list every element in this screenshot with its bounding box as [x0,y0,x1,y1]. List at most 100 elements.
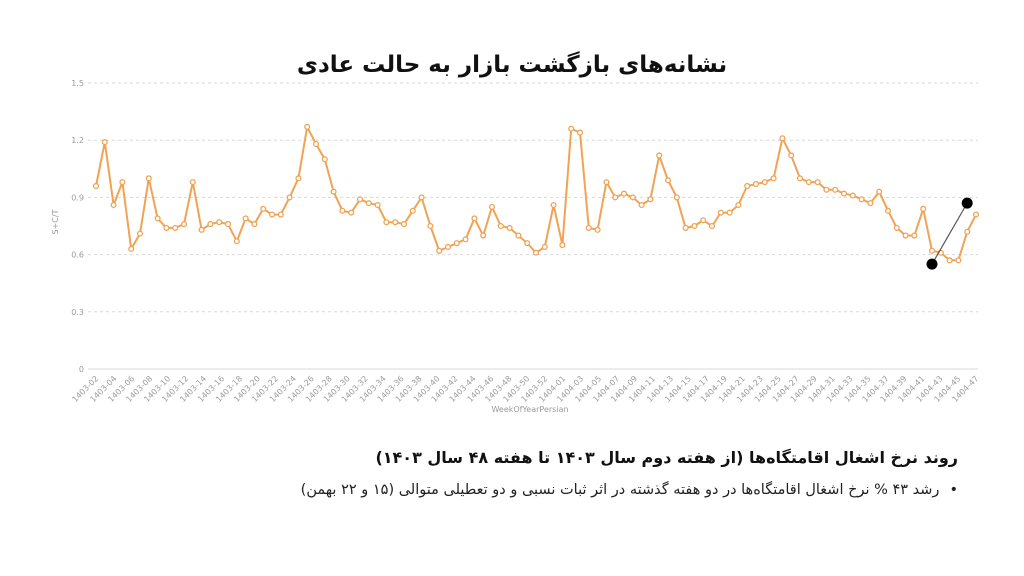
data-point [796,175,804,182]
data-point [418,194,425,201]
data-point [277,211,284,218]
data-point [638,201,645,209]
data-point [216,219,223,226]
data-point [946,257,953,264]
data-point [955,257,962,264]
annotation-start-marker [926,258,938,270]
data-point [902,232,909,239]
data-point [198,226,205,233]
data-point [735,201,742,209]
data-point [911,232,918,239]
data-point [453,240,460,247]
data-point [321,156,328,163]
x-axis-ticks: 1403-021403-041403-061403-081403-101403-… [70,374,980,404]
y-tick-label: 0.6 [71,251,84,260]
data-point [779,135,786,142]
data-point [576,129,584,136]
data-point [664,177,672,184]
data-point [180,221,188,228]
data-point [189,179,196,186]
data-point [629,194,636,201]
data-point [568,125,575,132]
data-point [612,194,619,201]
y-tick-label: 0.3 [71,308,84,317]
data-point [585,224,592,231]
data-point [620,190,628,197]
annotation-end-marker [961,197,973,209]
data-point [392,219,399,226]
data-point [136,230,144,237]
caption-heading: روند نرخ اشغال اقامتگاه‌ها (از هفته دوم … [375,448,958,467]
data-point [972,211,980,218]
data-point [383,219,390,226]
data-point [471,215,478,222]
data-point [532,249,540,256]
data-point [700,217,707,224]
data-point [744,182,751,190]
data-point [691,222,698,230]
data-point [550,201,557,209]
data-point [920,205,927,212]
data-point [708,222,716,230]
line-chart: 0 0.3 0.6 0.9 1.2 1.5 1403-021403-041403-0614… [51,79,980,414]
annotation-line [931,202,968,265]
data-point [224,221,232,228]
y-tick-label: 1.2 [71,136,84,145]
data-point [330,188,337,195]
data-point [497,222,504,230]
data-point [840,190,848,197]
data-point [145,175,152,182]
data-point [752,181,760,188]
data-point [893,224,900,231]
data-point [101,139,108,146]
data-point [867,200,874,207]
data-point [339,207,346,214]
trend-annotation [926,197,973,270]
data-point [356,196,364,203]
y-axis-label: S+C/T [51,209,60,234]
data-point [726,209,733,216]
data-point [717,209,724,216]
data-point [480,232,487,239]
data-point [559,242,566,249]
grid-lines [88,82,978,370]
data-point [594,226,601,233]
data-point [409,207,416,214]
data-point [541,243,548,251]
data-point [462,236,469,243]
y-axis-ticks: 0 0.3 0.6 0.9 1.2 1.5 [71,79,84,374]
data-point [436,247,443,254]
data-point [488,203,496,210]
data-point [119,179,126,186]
data-point [304,123,311,130]
data-point [286,194,293,201]
data-point [128,245,135,252]
chart-title: نشانه‌های بازگشت بازار به حالت عادی [296,52,728,78]
data-point [761,179,768,186]
data-point [928,247,936,254]
data-point [295,175,302,182]
data-point [682,224,689,231]
data-point [92,182,100,190]
data-point [154,215,161,222]
data-point [427,222,434,230]
data-point [805,179,812,186]
data-point [788,152,795,159]
data-point [163,224,170,231]
data-point [365,200,372,207]
data-point [884,207,892,214]
data-point [832,186,839,193]
y-tick-label: 0 [79,365,84,374]
data-point [251,221,258,228]
data-point [400,221,408,228]
data-point [964,228,971,235]
caption-bullet-text: رشد ۴۳ % نرخ اشغال اقامتگاه‌ها در دو هفت… [300,482,940,498]
data-point [506,224,513,231]
data-point [524,240,531,247]
data-point [823,186,830,193]
data-point [647,196,654,203]
data-point [374,201,381,209]
x-axis-label: WeekOfYearPersian [491,405,568,414]
data-point [849,192,856,199]
data-point [656,152,663,159]
